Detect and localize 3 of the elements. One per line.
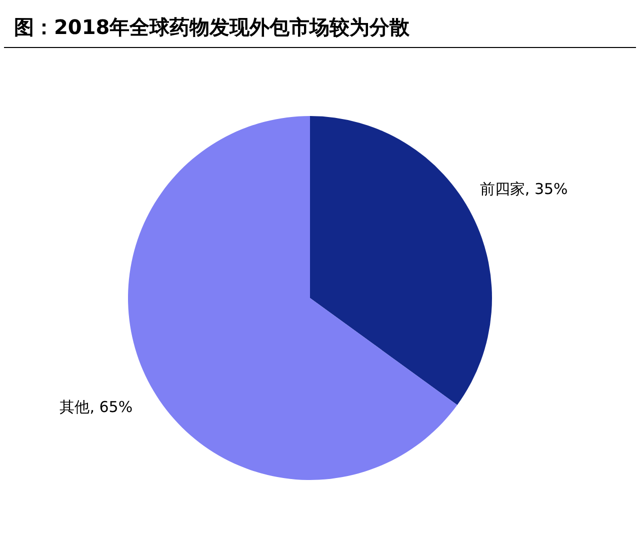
slice-label: 其他, 65%: [60, 398, 133, 416]
chart-title: 图：2018年全球药物发现外包市场较为分散: [4, 0, 636, 48]
slice-label: 前四家, 35%: [480, 180, 568, 198]
